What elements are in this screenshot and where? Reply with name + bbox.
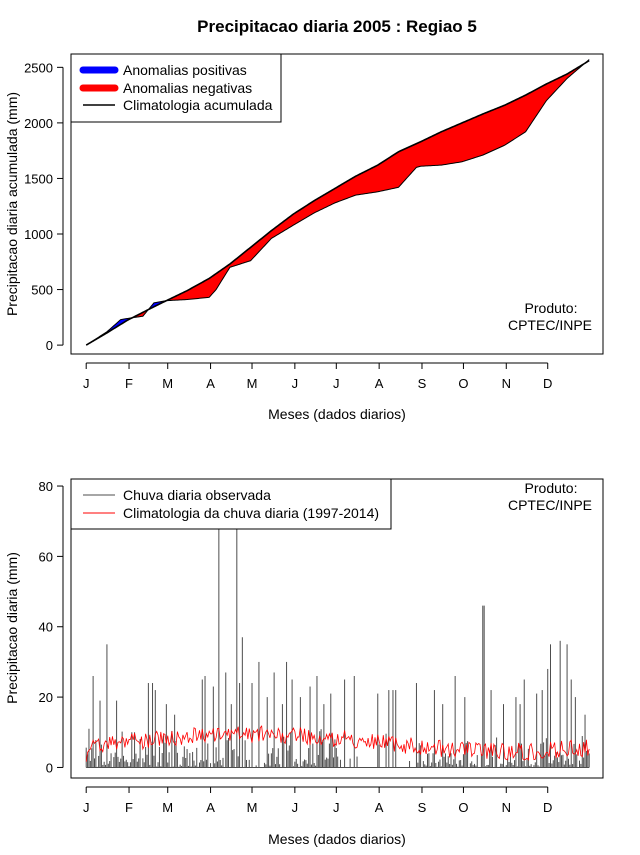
x-tick-label: M [162,376,173,391]
y-tick-label: 500 [31,283,53,298]
climatology-daily-line [85,725,590,762]
y-tick-label: 2000 [24,116,53,131]
y-tick-label: 1500 [24,171,53,186]
chart-title: Precipitacao diaria 2005 : Regiao 5 [197,17,477,36]
y-axis-label: Precipitacao diaria acumulada (mm) [4,92,20,316]
x-tick-label: J [333,376,340,391]
y-tick-label: 80 [39,479,53,494]
y-axis-label: Precipitacao diaria (mm) [4,552,20,704]
x-tick-label: A [206,376,215,391]
legend-entry-climatology: Climatologia acumulada [123,97,273,113]
x-tick-label: F [125,376,133,391]
y-tick-label: 60 [39,549,53,564]
x-tick-label: S [418,376,427,391]
x-tick-label: S [418,800,427,815]
x-tick-label: N [502,800,511,815]
y-tick-label: 20 [39,690,53,705]
x-tick-label: O [458,800,468,815]
credit-produto: Produto: [525,480,578,496]
y-axis: 0 500 1000 1500 2000 2500 [24,60,64,353]
credit-cptec: CPTEC/INPE [508,317,592,333]
x-tick-label: A [206,800,215,815]
x-tick-label: N [502,376,511,391]
y-tick-label: 1000 [24,227,53,242]
x-tick-label: J [83,800,90,815]
x-tick-label: J [333,800,340,815]
credit-produto: Produto: [525,300,578,316]
y-tick-label: 0 [46,760,53,775]
y-axis: 0 20 40 60 80 [39,479,64,775]
x-axis-label: Meses (dados diarios) [268,406,406,422]
legend: Chuva diaria observada Climatologia da c… [70,478,392,530]
x-tick-label: D [543,800,552,815]
x-tick-label: J [292,800,299,815]
credit-cptec: CPTEC/INPE [508,497,592,513]
negative-anomaly-region [167,63,586,301]
x-tick-label: J [292,376,299,391]
x-tick-label: J [83,376,90,391]
x-axis-label: Meses (dados diarios) [268,831,406,847]
legend: Anomalias positivas Anomalias negativas … [70,53,282,123]
x-tick-label: O [458,376,468,391]
observed-cumulative-line [85,59,590,346]
y-tick-label: 2500 [24,60,53,75]
x-tick-label: M [247,800,258,815]
cumulative-panel: 0 500 1000 1500 2000 2500 J F M A M J J A S O N D Precip… [4,53,604,422]
legend-entry-positive: Anomalias positivas [123,62,247,78]
observed-daily-bars [85,486,590,768]
x-tick-label: A [375,800,384,815]
legend-entry-negative: Anomalias negativas [123,80,252,96]
x-tick-label: F [125,800,133,815]
x-tick-label: M [162,800,173,815]
legend-entry-climatology: Climatologia da chuva diaria (1997-2014) [123,505,379,521]
x-tick-label: A [375,376,384,391]
y-tick-label: 0 [46,338,53,353]
climatology-cumulative-line [85,59,590,346]
y-tick-label: 40 [39,620,53,635]
daily-panel: 0 20 40 60 80 J F M A M J J A S O N D Precipitacao diar… [4,478,604,847]
legend-entry-observed: Chuva diaria observada [123,487,271,503]
x-tick-label: M [247,376,258,391]
legend-box [70,478,392,530]
x-tick-label: D [543,376,552,391]
plot-frame [70,53,604,355]
